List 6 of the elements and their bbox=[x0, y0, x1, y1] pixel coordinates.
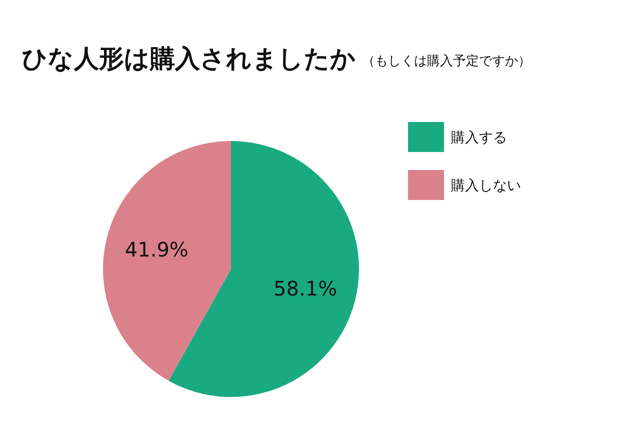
data-label: 41.9% bbox=[124, 238, 188, 262]
chart-subtitle: （もしくは購入予定ですか） bbox=[362, 54, 531, 69]
data-label: 58.1% bbox=[274, 276, 338, 300]
legend-label: 購入する bbox=[451, 130, 507, 146]
legend-label: 購入しない bbox=[451, 178, 521, 194]
chart-title: ひな人形は購入されましたか bbox=[22, 44, 356, 73]
